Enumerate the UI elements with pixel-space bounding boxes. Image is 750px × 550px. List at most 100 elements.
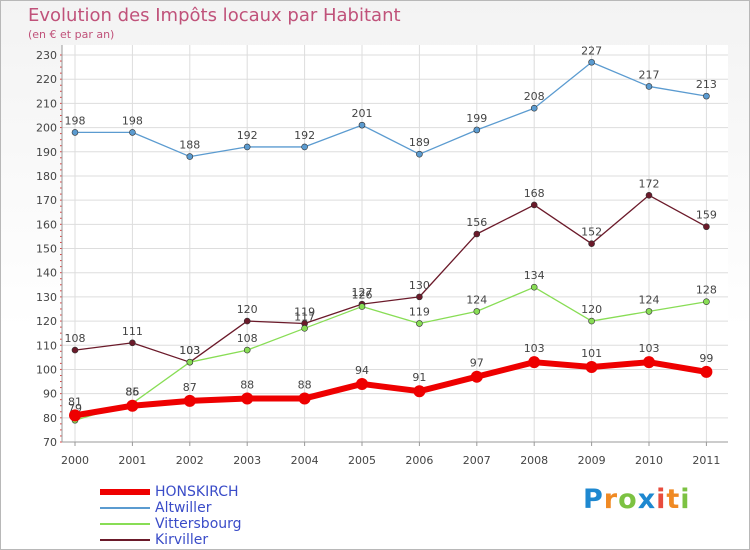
series-line-kirviller: [74, 194, 707, 363]
data-point-vittersbourg: [588, 317, 595, 325]
x-tick-label: 2008: [520, 454, 548, 467]
data-point-kirviller: [588, 240, 595, 247]
y-tick-label: 140: [36, 267, 57, 280]
y-tick-label: 90: [43, 388, 57, 401]
data-point-altwiller: [71, 129, 79, 136]
data-point-kirviller: [416, 293, 423, 301]
legend-label-altwiller: Altwiller: [155, 500, 212, 516]
data-label-kirviller: 103: [179, 344, 200, 357]
data-point-honskirch: [700, 365, 713, 378]
legend-swatch-kirviller: [100, 539, 150, 541]
data-label-vittersbourg: 128: [696, 284, 717, 297]
data-label-altwiller: 198: [122, 114, 143, 127]
data-point-vittersbourg: [473, 308, 481, 315]
data-point-honskirch: [298, 392, 311, 405]
data-point-altwiller: [645, 83, 653, 90]
x-tick-label: 2001: [118, 454, 146, 467]
y-tick-label: 120: [36, 315, 57, 328]
data-label-honskirch: 91: [412, 371, 426, 384]
data-label-honskirch: 94: [355, 364, 369, 377]
data-label-kirviller: 152: [581, 226, 602, 239]
data-label-altwiller: 213: [696, 78, 717, 91]
legend-label-kirviller: Kirviller: [155, 532, 209, 548]
data-point-altwiller: [358, 121, 366, 129]
data-point-vittersbourg: [186, 358, 194, 366]
y-tick-label: 130: [36, 291, 57, 304]
data-point-kirviller: [473, 230, 481, 238]
data-point-honskirch: [356, 377, 368, 390]
legend-swatch-altwiller: [100, 507, 150, 509]
logo-letter: i: [656, 484, 667, 515]
x-tick-label: 2004: [291, 454, 319, 467]
y-tick-label: 180: [36, 170, 57, 183]
data-point-altwiller: [530, 104, 538, 112]
data-label-vittersbourg: 119: [409, 305, 430, 318]
data-point-altwiller: [243, 143, 251, 151]
x-tick-label: 2000: [61, 454, 89, 467]
x-tick-label: 2009: [578, 454, 606, 467]
data-point-kirviller: [71, 346, 79, 354]
data-label-vittersbourg: 108: [237, 332, 258, 345]
logo-letter: P: [583, 484, 604, 515]
data-point-honskirch: [126, 399, 139, 412]
data-label-altwiller: 227: [581, 44, 602, 57]
data-point-honskirch: [585, 361, 598, 374]
y-tick-label: 100: [36, 363, 57, 376]
legend-swatch-vittersbourg: [100, 523, 150, 525]
data-point-honskirch: [241, 392, 254, 405]
series-line-altwiller: [75, 61, 707, 158]
data-label-vittersbourg: 126: [352, 289, 373, 302]
data-point-kirviller: [243, 317, 251, 325]
data-label-honskirch: 97: [470, 357, 484, 370]
data-label-honskirch: 87: [183, 381, 197, 394]
plot-area: [62, 45, 728, 442]
logo-letter: t: [666, 484, 681, 515]
y-tick-label: 190: [36, 146, 57, 159]
data-point-altwiller: [186, 153, 194, 160]
data-label-altwiller: 198: [65, 114, 86, 127]
data-point-vittersbourg: [645, 308, 653, 315]
data-point-vittersbourg: [243, 346, 251, 354]
data-label-altwiller: 192: [237, 129, 258, 142]
data-label-vittersbourg: 134: [524, 269, 545, 282]
data-label-honskirch: 88: [240, 378, 254, 391]
y-tick-label: 170: [36, 194, 57, 207]
legend-label-vittersbourg: Vittersbourg: [155, 516, 242, 532]
x-tick-label: 2002: [176, 454, 204, 467]
data-point-altwiller: [129, 129, 136, 136]
data-point-honskirch: [183, 394, 196, 407]
data-label-kirviller: 127: [352, 286, 373, 299]
data-label-kirviller: 130: [409, 279, 430, 292]
x-tick-label: 2011: [692, 454, 720, 467]
data-label-vittersbourg: 117: [294, 310, 315, 323]
data-label-honskirch: 81: [68, 395, 82, 408]
y-tick-label: 110: [36, 339, 57, 352]
chart-subtitle: (en € et par an): [28, 28, 115, 41]
data-label-altwiller: 192: [294, 129, 315, 142]
data-point-altwiller: [588, 58, 595, 66]
data-label-kirviller: 119: [294, 305, 315, 318]
x-tick-label: 2005: [348, 454, 376, 467]
data-label-vittersbourg: 120: [581, 303, 602, 316]
logo-letter: r: [603, 484, 619, 515]
y-tick-label: 220: [36, 73, 57, 86]
data-point-vittersbourg: [703, 298, 710, 306]
x-tick-label: 2006: [405, 454, 433, 467]
data-point-kirviller: [703, 223, 710, 231]
legend-label-honskirch: HONSKIRCH: [155, 484, 239, 500]
data-label-kirviller: 120: [237, 303, 258, 316]
logo-letter: x: [637, 484, 657, 515]
data-label-kirviller: 168: [524, 187, 545, 200]
data-point-honskirch: [470, 370, 483, 383]
data-label-kirviller: 156: [466, 216, 487, 229]
data-label-honskirch: 103: [524, 342, 545, 355]
data-label-vittersbourg: 103: [179, 344, 200, 357]
data-point-altwiller: [473, 126, 481, 134]
data-label-kirviller: 172: [639, 177, 660, 190]
data-label-kirviller: 108: [65, 332, 86, 345]
data-point-vittersbourg: [416, 320, 423, 327]
series-line-honskirch: [74, 359, 707, 419]
x-tick-label: 2010: [635, 454, 663, 467]
data-point-altwiller: [416, 150, 423, 158]
